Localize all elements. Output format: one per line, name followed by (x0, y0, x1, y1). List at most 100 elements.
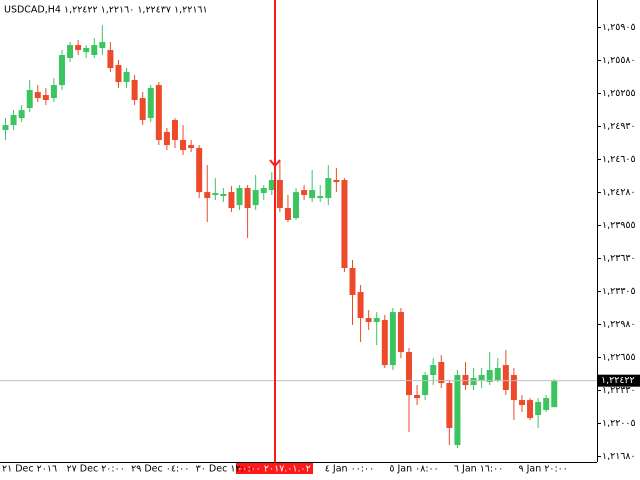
candle-body (196, 148, 203, 193)
candle-body (34, 92, 41, 99)
candle-body (220, 193, 227, 197)
candle-body (123, 72, 130, 83)
candle-body (389, 312, 396, 366)
cursor-label: ٢٠١٧.٠١.٠٢ ٠٠:٠٠ (237, 464, 311, 475)
plot-area (0, 25, 597, 448)
candle-body (422, 375, 429, 395)
candle-body (180, 139, 187, 151)
candle-body (414, 394, 421, 399)
x-tick-label: ٤ Jan ٠٠:٠٠ (325, 464, 374, 475)
y-tick-label: ١,٢٥٢٥٥ (602, 88, 636, 99)
candle-body (212, 193, 219, 196)
candle-body (502, 365, 509, 391)
y-tick-label: ١,٢٥٩٠٥ (602, 22, 636, 33)
candle-body (478, 375, 485, 380)
cursor-label-box (236, 463, 313, 474)
candle-body (293, 192, 300, 219)
candle-body (317, 196, 324, 199)
candle-body (373, 318, 380, 323)
last-price-box (598, 374, 640, 387)
candle-body (543, 398, 550, 411)
x-tick-label: ٣٠ Dec ١٢:٠٠ (196, 464, 254, 475)
x-tick-label: ٦ Jan ١٦:٠٠ (454, 464, 503, 475)
candle-body (406, 352, 412, 395)
y-tick-label: ١,٢٢٣٣٠ (602, 385, 636, 396)
candle-body (438, 362, 445, 384)
candle-body (446, 383, 453, 428)
candle-body (163, 132, 170, 146)
y-tick-label: ١,٢٤٢٨٠ (602, 187, 636, 198)
x-tick-label: ٢٧ Dec ٢٠:٠٠ (67, 464, 125, 475)
y-tick-label: ١,٢٣٦٣٠ (602, 253, 636, 264)
candle-body (333, 179, 340, 183)
candle-body (325, 178, 332, 199)
candle-body (252, 190, 259, 206)
y-tick-label: ١,٢٤٦٠٥ (602, 154, 636, 165)
candle-body (301, 190, 308, 196)
candle-body (309, 190, 316, 199)
y-tick-label: ١,٢٣٣٠٥ (602, 286, 636, 297)
candle-body (131, 79, 138, 100)
candle-body (349, 268, 356, 296)
candle-body (244, 188, 251, 209)
candle-body (155, 85, 162, 140)
x-tick-label: ٥ Jan ٠٨:٠٠ (389, 464, 438, 475)
candle-body (115, 65, 122, 83)
candle-body (357, 292, 364, 319)
candle-body (91, 45, 98, 56)
candle-body (470, 378, 477, 386)
cursor-arrow (269, 155, 281, 168)
candle-body (518, 400, 525, 406)
candle-body (204, 192, 211, 199)
candle-body (284, 208, 291, 220)
candle-body (171, 119, 178, 140)
candle-body (276, 179, 283, 209)
candle-body (75, 45, 82, 51)
candle-body (107, 50, 114, 69)
candle-body (397, 312, 404, 353)
candle-body (527, 400, 534, 419)
y-tick-label: ١,٢٥٥٨٠ (602, 55, 636, 66)
y-tick-label: ١,٢١٦٨٠ (602, 451, 636, 462)
x-tick-label: ٩ Jan ٢٠:٠٠ (518, 464, 567, 475)
candle-body (99, 42, 106, 49)
candle-body (260, 188, 267, 194)
candle-body (58, 55, 65, 86)
y-tick-label: ١,٢٢٠٠٥ (602, 418, 636, 429)
candle-body (10, 115, 17, 126)
candle-body (462, 375, 469, 386)
x-tick-label: ٢٩ Dec ٠٤:٠٠ (131, 464, 189, 475)
candle-body (381, 319, 388, 366)
candle-body (430, 365, 437, 376)
candle-body (365, 318, 372, 323)
candle-body (18, 110, 25, 119)
candle-body (67, 45, 74, 59)
candle-body (83, 48, 90, 53)
candle-body (26, 90, 33, 109)
candle-body (486, 370, 493, 383)
candle-body (139, 98, 146, 120)
chart-title: USDCAD,H4 ١,٢٢١٦١ ١,٢٢٤٣٧ ١,٢٢١٦٠ ١,٢٢٤٢… (4, 5, 208, 16)
x-tick-label: ٢١ Dec ٢٠١٦ (2, 464, 57, 475)
candle-body (454, 375, 461, 446)
y-tick-label: ١,٢٢٩٨٠ (602, 319, 636, 330)
y-tick-label: ١,٢٤٩٣٠ (602, 121, 636, 132)
last-price-label: ١,٢٢٤٢٢ (601, 375, 635, 386)
candle-body (510, 375, 517, 401)
candle-body (236, 188, 243, 206)
candle-body (551, 380, 558, 408)
candle-body (341, 179, 348, 269)
candle-body (228, 192, 235, 209)
candle-body (535, 402, 542, 415)
candle-body (494, 367, 501, 380)
candle-body (42, 95, 49, 100)
candle-body (188, 145, 195, 149)
candle-body (50, 85, 57, 99)
candle-body (2, 125, 9, 131)
candle-body (147, 88, 154, 119)
y-tick-label: ١,٢٣٩٥٥ (602, 220, 636, 231)
candle-body (268, 179, 275, 191)
y-tick-label: ١,٢٢٦٥٥ (602, 352, 636, 363)
